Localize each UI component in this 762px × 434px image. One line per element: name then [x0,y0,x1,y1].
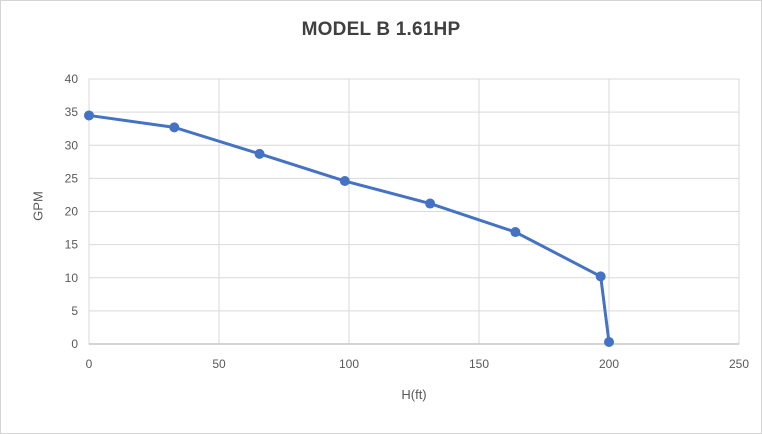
y-tick-label: 25 [65,171,79,185]
data-point-marker [595,271,606,282]
x-tick-label: 200 [599,357,619,371]
data-point-marker [604,337,614,348]
data-point-marker [84,110,94,121]
y-tick-label: 5 [71,304,78,318]
x-tick-label: 0 [86,357,93,371]
y-tick-label: 30 [65,138,79,152]
y-tick-label: 15 [65,238,79,252]
data-point-marker [339,176,350,187]
y-tick-label: 35 [65,105,79,119]
y-tick-label: 10 [65,271,79,285]
x-tick-label: 100 [339,357,359,371]
data-point-marker [169,122,180,133]
x-axis-title: H(ft) [401,387,427,402]
data-point-marker [425,198,436,209]
data-point-marker [254,148,265,159]
y-tick-label: 20 [65,205,79,219]
x-tick-label: 50 [212,357,226,371]
data-point-marker [510,227,521,238]
x-tick-label: 150 [469,357,489,371]
x-tick-label: 250 [729,357,749,371]
series-line [87,113,611,344]
y-tick-label: 40 [65,72,79,86]
chart-title: MODEL B 1.61HP [301,19,461,40]
y-tick-label: 0 [71,337,78,351]
